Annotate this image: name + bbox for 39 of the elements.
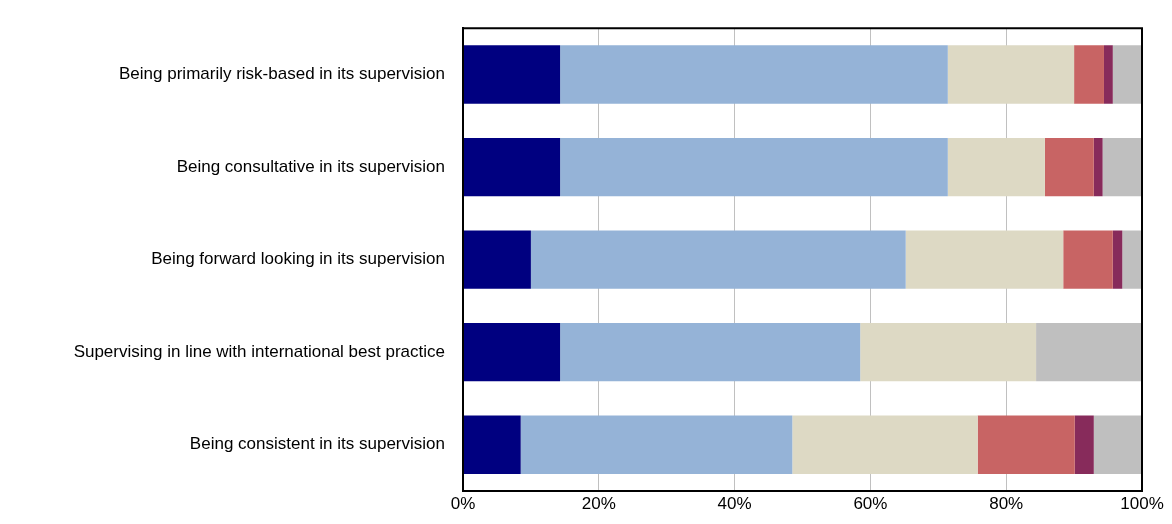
bar — [947, 137, 1045, 197]
bar — [947, 45, 1075, 104]
x-tick-label: 60% — [853, 493, 888, 513]
bar — [1074, 45, 1104, 104]
bar — [463, 415, 521, 474]
y-tick-label: Being consultative in its supervision — [176, 156, 445, 176]
bar — [463, 323, 561, 382]
x-tick-label: 20% — [581, 493, 616, 513]
bar — [1036, 323, 1142, 382]
x-tick-label: 0% — [450, 493, 476, 513]
bar — [560, 323, 861, 382]
x-tick-label: 100% — [1120, 493, 1164, 513]
bar — [530, 230, 906, 289]
bar — [1093, 137, 1103, 197]
bar — [905, 230, 1064, 289]
bar — [520, 415, 793, 474]
bar — [1102, 137, 1142, 197]
bar — [1063, 230, 1113, 289]
y-tick-label: Supervising in line with international best practice — [73, 341, 445, 361]
bar — [1044, 137, 1094, 197]
x-tick-label: 40% — [717, 493, 752, 513]
bar — [1103, 45, 1113, 104]
bar — [560, 137, 948, 197]
bar — [463, 137, 561, 197]
bar — [1093, 415, 1142, 474]
bar — [1074, 415, 1094, 474]
bar — [792, 415, 978, 474]
bar — [977, 415, 1075, 474]
bar — [1122, 230, 1142, 289]
y-tick-label: Being primarily risk-based in its supervision — [119, 64, 445, 84]
bar — [1112, 230, 1123, 289]
bar — [560, 45, 948, 104]
bar — [860, 323, 1037, 382]
bar — [463, 230, 531, 289]
y-tick-label: Being consistent in its supervision — [189, 434, 445, 454]
bar — [463, 45, 561, 104]
bar — [1112, 45, 1142, 104]
y-tick-label: Being forward looking in its supervision — [151, 249, 445, 269]
x-tick-label: 80% — [989, 493, 1024, 513]
